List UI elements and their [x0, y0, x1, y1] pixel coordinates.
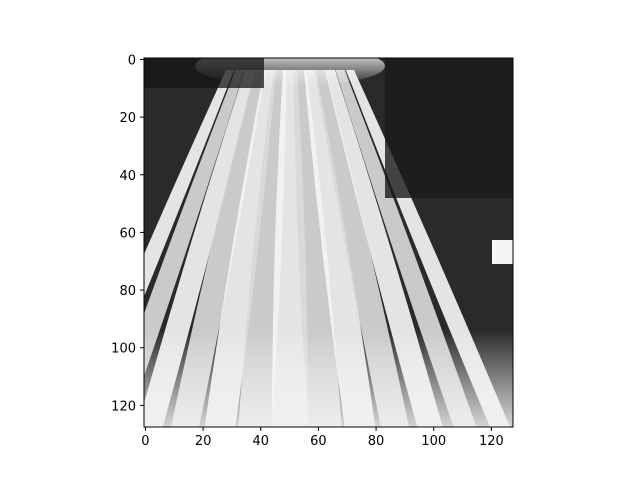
x-tick-label: 120 [479, 434, 504, 449]
x-tick-label: 100 [421, 434, 446, 449]
image-top-right-dark [385, 58, 513, 198]
y-tick-label: 0 [128, 53, 136, 68]
heatmap-image [144, 58, 513, 427]
image-right-bright-patch [492, 240, 513, 264]
axes-frame [143, 57, 514, 428]
x-tick-label: 60 [310, 434, 327, 449]
x-tick-label: 0 [141, 434, 149, 449]
y-tick-label: 40 [119, 169, 136, 184]
image-rib [144, 70, 245, 377]
y-tick-label: 60 [119, 226, 136, 241]
y-tick-label: 20 [119, 111, 136, 126]
image-bottom-haze [144, 330, 513, 427]
x-tick-label: 20 [195, 434, 212, 449]
image-stripes [144, 70, 510, 427]
image-rib [144, 70, 234, 297]
x-tick-label: 40 [252, 434, 269, 449]
image-top-dark-band [144, 58, 264, 88]
x-axis: 0 20 40 60 80 100 120 [141, 427, 504, 449]
y-tick-label: 120 [111, 399, 136, 414]
y-tick-label: 80 [119, 284, 136, 299]
x-tick-label: 80 [368, 434, 385, 449]
y-axis: 0 20 40 60 80 100 120 [111, 53, 144, 414]
y-tick-label: 100 [111, 342, 136, 357]
